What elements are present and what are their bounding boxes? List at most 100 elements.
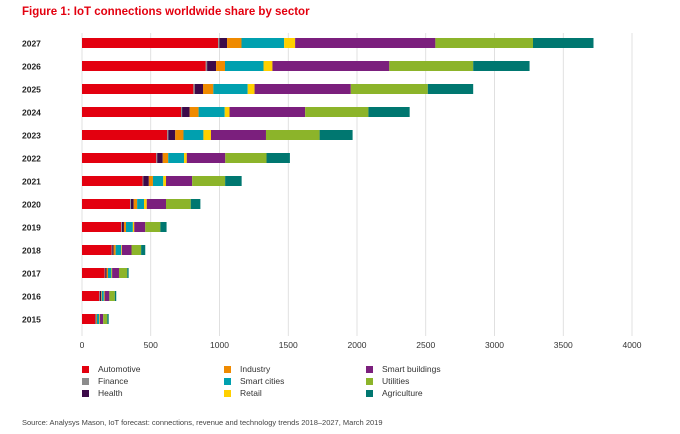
bar-segment-agriculture	[319, 130, 353, 140]
source-note: Source: Analysys Mason, IoT forecast: co…	[22, 418, 383, 427]
bar-segment-retail	[263, 61, 273, 71]
bar-segment-smart-cities	[183, 130, 204, 140]
bar-segment-smart-cities	[213, 84, 248, 94]
bar-segment-industry	[113, 245, 116, 255]
bar-segment-utilities	[305, 107, 369, 117]
bar-segment-utilities	[145, 222, 161, 232]
x-tick-label: 2000	[348, 340, 367, 350]
bar-segment-industry	[106, 268, 108, 278]
bar-segment-utilities	[225, 153, 267, 163]
bar-segment-smart-buildings	[254, 84, 351, 94]
bar-segment-smart-buildings	[210, 130, 266, 140]
legend-item-industry: Industry	[224, 364, 270, 374]
bar-segment-smart-cities	[168, 153, 185, 163]
bar-segment-finance	[111, 245, 113, 255]
bar-segment-agriculture	[225, 176, 242, 186]
legend-item-smart-buildings: Smart buildings	[366, 364, 441, 374]
bar-segment-finance	[181, 107, 183, 117]
bar-segment-agriculture	[141, 245, 146, 255]
bar-segment-health	[130, 199, 134, 209]
bar-segment-industry	[162, 153, 169, 163]
bar-segment-health	[207, 61, 217, 71]
bar-segment-smart-cities	[107, 268, 112, 278]
bar-segment-health	[95, 314, 97, 324]
bar-segment-utilities	[265, 130, 320, 140]
bar-segment-finance	[167, 130, 169, 140]
legend-label: Industry	[240, 364, 271, 374]
bar-segment-agriculture	[190, 199, 201, 209]
bar-segment-automotive	[82, 84, 194, 94]
bar-segment-smart-cities	[96, 314, 100, 324]
bar-segment-agriculture	[107, 314, 109, 324]
y-tick-label: 2022	[22, 154, 41, 164]
bar-segment-automotive	[82, 61, 206, 71]
legend-label: Retail	[240, 388, 262, 398]
bar-segment-smart-cities	[115, 245, 122, 255]
bar-segment-smart-buildings	[146, 199, 167, 209]
bar-segment-retail	[184, 153, 187, 163]
bar-segment-retail	[224, 107, 230, 117]
bar-segment-finance	[205, 61, 208, 71]
legend-swatch	[82, 365, 89, 373]
bar-segment-agriculture	[473, 61, 530, 71]
bar-segment-agriculture	[114, 291, 117, 301]
bar-segment-automotive	[82, 245, 112, 255]
legend-label: Smart buildings	[382, 364, 441, 374]
y-tick-label: 2023	[22, 131, 41, 141]
bar-segment-health	[105, 268, 107, 278]
bar-segment-automotive	[82, 314, 96, 324]
bar-segment-industry	[101, 291, 102, 301]
y-tick-label: 2016	[22, 292, 41, 302]
x-tick-label: 500	[144, 340, 158, 350]
bar-segment-health	[99, 291, 102, 301]
bar-segment-industry	[133, 199, 138, 209]
bar-segment-utilities	[192, 176, 226, 186]
legend-label: Finance	[98, 376, 129, 386]
legend-swatch	[82, 377, 89, 385]
x-tick-label: 0	[80, 340, 85, 350]
y-tick-label: 2020	[22, 200, 41, 210]
bar-segment-retail	[111, 268, 113, 278]
bar-segment-health	[194, 84, 203, 94]
bar-segment-health	[112, 245, 114, 255]
bar-segment-industry	[96, 314, 97, 324]
bar-segment-utilities	[109, 291, 115, 301]
x-tick-label: 1000	[210, 340, 229, 350]
legend-item-retail: Retail	[224, 388, 262, 398]
bar-segment-smart-buildings	[99, 314, 104, 324]
legend-label: Health	[98, 388, 123, 398]
bar-segment-finance	[104, 268, 106, 278]
bar-segment-automotive	[82, 222, 122, 232]
bar-segment-finance	[193, 84, 195, 94]
legend-item-smart-cities: Smart cities	[224, 376, 284, 386]
y-tick-label: 2027	[22, 39, 41, 49]
legend-label: Smart cities	[240, 376, 285, 386]
bar-segment-automotive	[82, 107, 181, 117]
bar-segment-smart-buildings	[295, 38, 436, 48]
bar-segment-retail	[103, 291, 105, 301]
bar-segment-smart-cities	[126, 222, 133, 232]
legend-swatch	[224, 377, 231, 385]
legend-item-health: Health	[82, 388, 123, 398]
bar-segment-retail	[121, 245, 122, 255]
bar-segment-retail	[99, 314, 100, 324]
bar-segment-automotive	[82, 153, 157, 163]
bar-segment-health	[182, 107, 190, 117]
bar-segment-agriculture	[368, 107, 410, 117]
bar-segment-utilities	[103, 314, 108, 324]
bar-segment-agriculture	[533, 38, 594, 48]
bar-segment-finance	[95, 314, 96, 324]
bar-segment-retail	[247, 84, 255, 94]
bar-segment-health	[168, 130, 176, 140]
bar-segment-retail	[203, 130, 211, 140]
chart-plot: 0 500 1000 1500 2000 2500 3000 3500 4000 2027 2026…	[22, 33, 642, 350]
bar-segment-smart-cities	[241, 38, 285, 48]
bar-segment-agriculture	[127, 268, 129, 278]
x-tick-label: 3500	[554, 340, 573, 350]
y-tick-label: 2018	[22, 246, 41, 256]
bar-segment-automotive	[82, 268, 105, 278]
bar-segment-smart-cities	[152, 176, 164, 186]
bar-segment-industry	[227, 38, 242, 48]
bar-segment-retail	[163, 176, 167, 186]
y-tick-label: 2017	[22, 269, 41, 279]
